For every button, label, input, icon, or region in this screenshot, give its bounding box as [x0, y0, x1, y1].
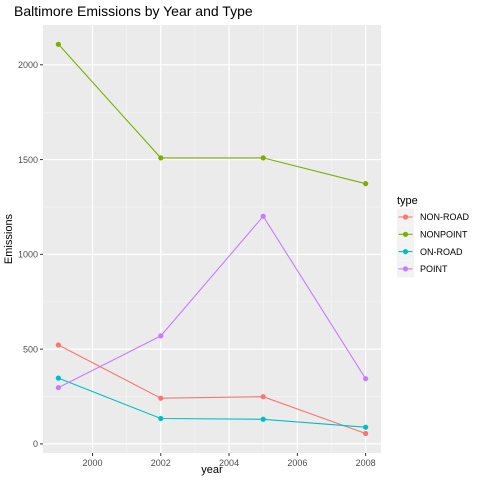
y-tick-label: 2000	[18, 60, 38, 70]
data-point-nonpoint	[363, 181, 369, 187]
data-point-point	[55, 385, 61, 391]
grid-lines	[43, 25, 381, 453]
legend-key-point-nonpoint	[402, 231, 409, 237]
y-tick-label: 1500	[18, 155, 38, 165]
y-axis-label: Emissions	[3, 213, 15, 264]
x-tick-label: 2006	[287, 458, 307, 468]
legend: type NON-ROAD NONPOINT ON-ROAD POINT	[397, 195, 469, 278]
data-point-point	[363, 376, 369, 382]
series-line-point	[58, 215, 367, 389]
legend-label-nonpoint: NONPOINT	[420, 230, 468, 240]
data-point-nonpoint	[260, 155, 266, 161]
data-point-nonpoint	[55, 41, 61, 47]
legend-title: type	[397, 195, 418, 207]
x-tick-label: 2004	[219, 458, 239, 468]
data-point-point	[158, 333, 164, 339]
plot-panel	[43, 25, 381, 453]
data-point-non-road	[55, 342, 61, 348]
y-tick-label: 500	[23, 344, 38, 354]
series-lines	[55, 41, 369, 437]
x-tick-label: 2002	[151, 458, 171, 468]
data-point-point	[260, 213, 266, 219]
series-line-on-road	[58, 377, 366, 428]
x-axis-label: year	[201, 464, 223, 476]
legend-key-point-on-road	[402, 249, 409, 255]
legend-label-non-road: NON-ROAD	[420, 212, 469, 222]
data-point-non-road	[363, 430, 369, 437]
y-tick-label: 1000	[18, 250, 38, 260]
data-point-non-road	[260, 394, 266, 400]
data-point-on-road	[55, 375, 61, 381]
data-point-on-road	[363, 424, 369, 430]
legend-label-on-road: ON-ROAD	[420, 247, 463, 257]
y-tick-label: 0	[33, 439, 38, 449]
chart-title: Baltimore Emissions by Year and Type	[14, 3, 253, 19]
data-point-on-road	[260, 416, 266, 422]
legend-key-point-point	[402, 266, 409, 272]
data-point-non-road	[158, 395, 164, 401]
data-point-on-road	[158, 415, 164, 422]
x-tick-label: 2008	[356, 458, 376, 468]
series-line-non-road	[58, 344, 366, 435]
axes: 2000 2002 2004 2006 2008 0 500 1000 1500 2000	[18, 60, 376, 468]
legend-label-point: POINT	[420, 264, 448, 274]
data-point-nonpoint	[158, 155, 164, 161]
x-tick-label: 2000	[82, 458, 102, 468]
legend-key-point-non-road	[402, 214, 409, 220]
series-line-nonpoint	[57, 43, 366, 185]
